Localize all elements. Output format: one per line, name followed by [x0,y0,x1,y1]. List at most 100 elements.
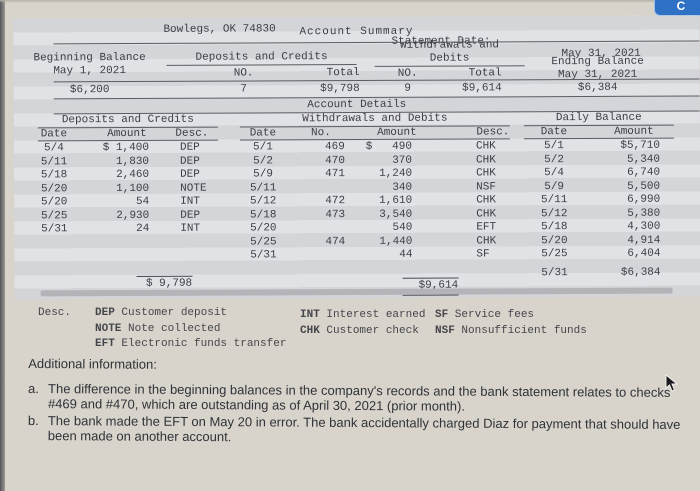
item-b-marker: b. [27,412,39,428]
cell-desc: NOTE [180,182,207,195]
photo-top-edge [0,0,700,3]
table-row: 5/31 24 INT [29,223,206,237]
cell-desc: CHK [476,234,497,247]
daily-balance-table: 5/1 $5,710 5/2 5,340 5/4 6,740 5/9 5,500 5/11 6,9… [519,140,661,262]
summary-deposits-no-value: 7 [240,83,248,96]
daily-final-date: 5/31 [541,267,568,280]
cell-date: 5/31 [250,249,277,262]
details-withdrawals-title: Withdrawals and Debits [239,112,510,128]
cell-amount: 2,930 [116,209,150,222]
cell-amount: 340 [392,181,413,194]
table-row: 5/1 $5,710 [519,140,660,154]
cell-date: 5/20 [541,234,568,247]
table-row: 5/11 6,990 [519,194,660,208]
ending-balance-amount: $6,384 [577,81,618,95]
legend-entry: DEP Customer deposit [95,307,228,319]
cell-amount: $5,710 [620,139,660,152]
details-deposits-title: Deposits and Credits [37,113,218,129]
cell-no: 474 [325,235,346,248]
item-a-marker: a. [28,380,39,396]
photo-left-edge [0,0,5,491]
cell-no [288,249,360,263]
table-row: 5/20 540 EFT [238,221,496,236]
additional-information: Additional information: a. The differenc… [28,356,689,448]
cell-date: 5/25 [41,209,68,222]
cell-amount: 1,100 [116,182,150,195]
cell-date: 5/18 [40,169,68,182]
cell-date: 5/2 [544,153,564,166]
table-row: 5/12 5,380 [519,207,660,221]
cell-date: 5/12 [541,207,568,220]
cell-date: 5/18 [541,221,568,234]
cell-date: 5/11 [40,155,68,168]
legend-entry: EFT Electronic funds transfer [95,338,287,350]
cell-amount: 4,300 [627,220,661,233]
cell-desc: CHK [476,167,496,180]
table-row: 5/25 474 1,440 CHK [238,235,496,250]
legend-label: Desc. [38,307,72,319]
cell-date: 5/20 [250,222,277,235]
table-row: 5/20 54 INT [29,196,206,210]
beginning-balance-amount: $6,200 [69,84,110,97]
table-row: 5/1 469 $ 490 CHK [238,140,496,155]
cell-desc: DEP [179,141,200,154]
table-row: 5/9 471 1,240 CHK [238,167,496,182]
cell-desc: CHK [476,194,497,207]
withdrawals-table: 5/1 469 $ 490 CHK 5/2 470 370 CHK 5/9 471 1,240 CHK… [238,140,496,263]
additional-info-item-b: b. The bank made the EFT on May 20 in er… [28,412,688,447]
legend-entry: CHK Customer check [300,324,419,337]
cell-date: 5/31 [41,223,68,236]
cell-amount: 5,340 [626,153,661,166]
beginning-balance-label: Beginning Balance [33,51,146,65]
deposits-table: 5/4 $ 1,400 DEP 5/11 1,830 DEP 5/18 2,460 DEP 5/2… [29,142,207,237]
cell-date: 5/1 [544,140,564,153]
cell-amount: 54 [135,195,150,208]
summary-withdrawals-label-2: Debits [374,52,525,67]
cell-amount: 540 [392,221,413,234]
legend-column-3: SF Service fees NSF Nonsufficient funds [435,308,587,339]
cell-date: 5/11 [249,181,277,194]
summary-deposits-label: Deposits and Credits [166,51,357,66]
summary-deposits-total-value: $9,798 [320,82,360,96]
additional-info-item-a: a. The difference in the beginning balan… [28,380,688,415]
ending-balance-label: Ending Balance [551,55,644,69]
table-row: 5/2 5,340 [519,153,660,167]
cell-amount: 5,380 [627,207,661,220]
summary-deposits-total-label: Total [326,66,360,80]
cell-date: 5/25 [250,235,277,248]
cell-desc: DEP [180,168,200,181]
cell-no: 473 [325,208,346,221]
cell-no [288,181,360,195]
cell-amount: 370 [392,154,413,167]
cell-amount: 6,740 [627,166,661,179]
top-right-button[interactable]: C [654,0,700,16]
cell-no: 469 [325,141,345,154]
daily-final-amount: $6,384 [620,266,661,279]
item-b-text: The bank made the EFT on May 20 in error… [47,412,681,445]
cell-amount: 3,540 [379,208,413,221]
cell-date: 5/25 [541,248,568,261]
cell-date: 5/18 [250,208,277,221]
cell-desc: NSF [476,180,496,193]
cell-amount: 2,460 [116,168,150,182]
cell-amount: 4,914 [627,234,661,247]
cell-amount: 1,240 [379,167,413,180]
cell-amount: 44 [399,248,413,261]
cell-date: 5/1 [253,141,273,154]
cell-amount: 24 [136,222,150,235]
cell-desc: CHK [475,153,496,166]
cell-amount: 1,440 [379,235,413,248]
account-summary-title: Account Summary [299,25,414,39]
cell-amount: 1,830 [115,155,150,168]
cell-no: 470 [325,154,345,167]
table-row: 5/25 6,404 [519,248,660,262]
table-row: 5/31 44 SF [238,248,496,263]
bank-statement: Bowlegs, OK 74830 Statement Date: May 31… [13,15,700,300]
cell-desc: INT [180,222,201,235]
cell-amount: 1,610 [379,194,413,207]
table-row: 5/18 4,300 [519,221,660,235]
cell-date: 5/9 [544,180,565,193]
cell-desc: CHK [476,207,497,220]
beginning-balance-date: May 1, 2021 [53,65,126,78]
table-row: 5/18 473 3,540 CHK [238,208,496,223]
